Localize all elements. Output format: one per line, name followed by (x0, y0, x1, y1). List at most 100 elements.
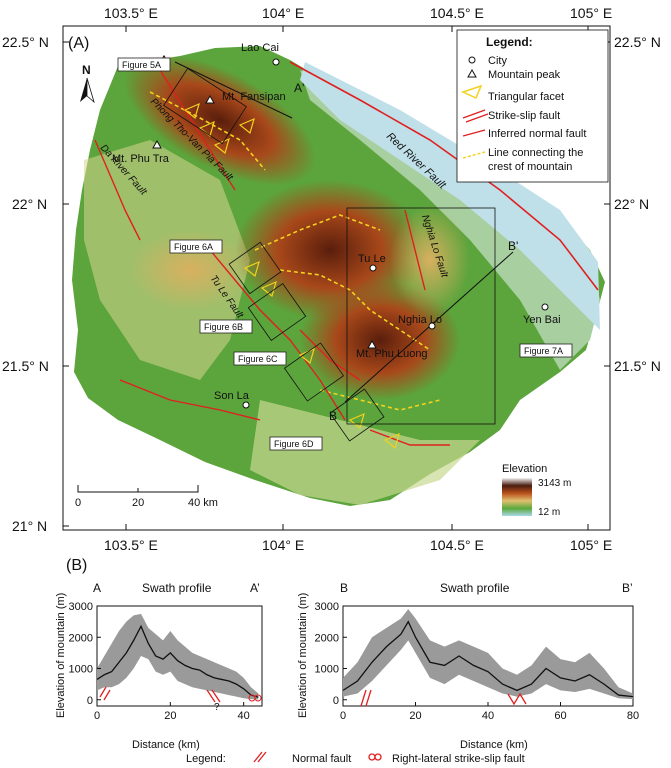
city-markers (242, 58, 549, 409)
elevation-legend: Elevation 3143 m 12 m (502, 463, 571, 518)
elevation-min: 12 m (538, 507, 560, 518)
svg-text:Figure 7A: Figure 7A (524, 346, 563, 356)
legend-normal: Inferred normal fault (488, 128, 586, 140)
svg-text:40 km: 40 km (188, 497, 218, 509)
y-tick-label: 1000 (69, 664, 93, 676)
svg-text:Figure 6D: Figure 6D (274, 439, 314, 449)
peak-phu-luong: Mt. Phu Luong (356, 348, 428, 360)
profile-b-title: Swath profile (440, 581, 510, 595)
figure-6b-label: Figure 6B (199, 319, 253, 334)
lat-left-4: 21° N (12, 518, 47, 534)
lon-top-3: 104.5° E (430, 5, 484, 21)
x-tick-label: 20 (409, 710, 421, 722)
x-tick-label: 80 (627, 710, 639, 722)
mean-elevation-line (342, 620, 634, 698)
north-arrow-icon: N (80, 63, 95, 104)
profile-b: B (329, 409, 337, 423)
city-tu-le: Tu Le (358, 253, 386, 265)
y-tick-label: 2000 (69, 632, 93, 644)
y-tick-label: 3000 (69, 601, 93, 613)
ylabel-left: Elevation of mountain (m) (55, 593, 67, 718)
lat-right-3: 21.5° N (614, 358, 661, 374)
lon-top-4: 105° E (570, 5, 612, 21)
y-tick-label: 2000 (315, 632, 339, 644)
city-son-la: Son La (214, 390, 250, 402)
legend-peak: Mountain peak (488, 69, 561, 81)
figure-6c-label: Figure 6C (233, 351, 287, 366)
legend-strike-slip: Strike-slip fault (488, 110, 560, 122)
profile-a-start: A (93, 581, 101, 595)
x-tick-label: 40 (238, 710, 250, 722)
profile-legend-label: Legend: (186, 753, 226, 765)
city-nghia-lo: Nghia Lo (398, 314, 442, 326)
svg-text:Figure 6B: Figure 6B (204, 322, 243, 332)
svg-text:Figure 6C: Figure 6C (238, 354, 278, 364)
svg-text:20: 20 (132, 497, 144, 509)
crest-line (149, 91, 441, 411)
fansipan-massif (124, 54, 316, 186)
figure-frames (163, 67, 496, 442)
swath-envelope (343, 609, 633, 700)
xlabel-right: Distance (km) (460, 739, 528, 751)
legend-title: Legend: (486, 35, 533, 49)
peak-fansipan: Mt. Fansipan (222, 91, 286, 103)
profile-a-prime: A' (294, 81, 304, 95)
legend-facet: Triangular facet (488, 91, 564, 103)
figure-6d-label: Figure 6D (269, 436, 323, 451)
lon-bottom-1: 103.5° E (104, 537, 158, 553)
lat-left-2: 22° N (12, 196, 47, 212)
fault-lines (94, 69, 450, 446)
y-tick-label: 0 (333, 695, 339, 707)
profile-legend: Legend: Normal fault Right-lateral strik… (186, 751, 525, 765)
figure-7a-label: Figure 7A (519, 343, 573, 358)
panel-a-label: (A) (68, 35, 89, 52)
figure-5a-label: Figure 5A (117, 57, 171, 72)
lon-top-2: 104° E (262, 5, 304, 21)
swath-chart-b: 0 20 40 60 80 0 1000 2000 3000 (315, 601, 640, 722)
figure-6a-label: Figure 6A (169, 239, 223, 254)
question-mark: ? (214, 702, 220, 713)
legend-crest-1: Line connecting the (488, 147, 583, 159)
swath-chart-a: 0 20 40 0 1000 2000 3000 (69, 601, 263, 722)
map-legend: Legend: City Mountain peak Triangular fa… (456, 29, 609, 183)
map-panel: 103.5° E 104° E 104.5° E 105° E 103.5° E… (2, 5, 661, 553)
profile-fault-symbols (99, 686, 527, 707)
svg-text:Figure 5A: Figure 5A (122, 60, 161, 70)
legend-city: City (488, 55, 507, 67)
lon-top-1: 103.5° E (104, 5, 158, 21)
city-yen-bai: Yen Bai (523, 314, 561, 326)
lon-bottom-4: 105° E (570, 537, 612, 553)
xlabel-left: Distance (km) (132, 739, 200, 751)
lat-left-1: 22.5° N (2, 34, 49, 50)
peak-markers (152, 94, 377, 349)
lon-bottom-2: 104° E (262, 537, 304, 553)
city-lao-cai: Lao Cai (241, 42, 279, 54)
profile-a-end: A’ (250, 581, 260, 595)
profile-legend-normal: Normal fault (292, 753, 351, 765)
mean-elevation-line (96, 624, 259, 698)
x-tick-label: 20 (164, 710, 176, 722)
scale-bar: 0 20 40 km (75, 485, 218, 509)
y-tick-label: 0 (87, 695, 93, 707)
profile-b-start: B (340, 581, 348, 595)
swath-envelope (97, 613, 259, 700)
lat-left-3: 21.5° N (2, 358, 49, 374)
river-plain (300, 62, 600, 330)
x-tick-label: 60 (554, 710, 566, 722)
plot-frame (96, 605, 263, 707)
profile-panel: (B) A Swath profile A’ B Swath profile B… (55, 557, 639, 765)
elevation-max: 3143 m (538, 478, 571, 489)
profile-strike-slip-symbol (248, 694, 262, 702)
x-tick-label: 0 (94, 710, 100, 722)
lon-bottom-3: 104.5° E (430, 537, 484, 553)
ylabel-right: Elevation of mountain (m) (297, 593, 309, 718)
north-label: N (82, 63, 91, 77)
y-tick-label: 3000 (315, 601, 339, 613)
panel-b-label: (B) (66, 557, 87, 574)
peak-phu-tra: Mt. Phu Tra (112, 153, 170, 165)
svg-text:Figure 6A: Figure 6A (174, 242, 213, 252)
south-lowland (250, 400, 480, 505)
x-tick-label: 0 (340, 710, 346, 722)
profile-b-end: B’ (622, 581, 633, 595)
profile-legend-strike-slip: Right-lateral strike-slip fault (392, 753, 525, 765)
